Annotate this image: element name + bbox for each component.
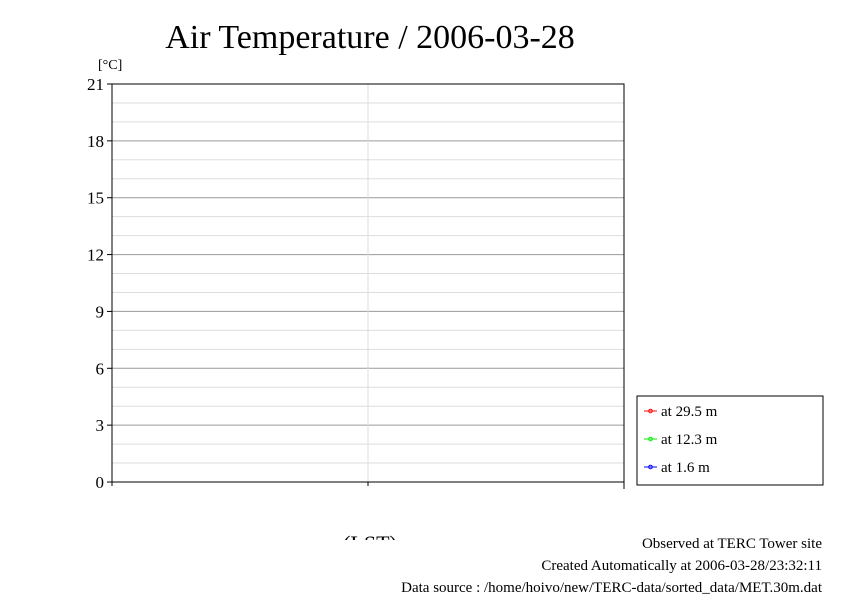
legend-box	[636, 395, 824, 486]
y-tick-label: 6	[96, 359, 105, 378]
legend-label: at 29.5 m	[661, 404, 718, 420]
y-tick-label: 18	[87, 132, 104, 151]
footer-source: Data source : /home/hoivo/new/TERC-data/…	[401, 580, 822, 596]
legend-marker	[648, 408, 653, 414]
chart: Air Temperature / 2006-03-28 [°C] 0 3 6 9 12…	[87, 19, 824, 540]
grid	[112, 84, 624, 482]
y-axis-label: [°C]	[98, 58, 122, 73]
y-tick-label: 12	[87, 246, 104, 265]
legend-label: at 12.3 m	[661, 432, 718, 448]
plot-frame	[111, 83, 625, 483]
y-tick-label: 0	[96, 473, 105, 492]
legend-label: at 1.6 m	[661, 460, 710, 476]
legend-marker	[648, 436, 653, 442]
y-axis: 0 3 6 9 12 15 18 21	[87, 75, 112, 492]
y-tick-label: 15	[87, 189, 104, 208]
footer-created: Created Automatically at 2006-03-28/23:3…	[541, 558, 822, 574]
x-axis-label: (LST)	[343, 531, 397, 540]
x-axis: 00:0000:0000:0000:0000:00Mar-23Mar-24Mar…	[111, 482, 625, 489]
legend: at 29.5 m at 12.3 m at 1.6 m	[636, 395, 824, 486]
y-tick-label: 9	[96, 302, 105, 321]
y-tick-label: 3	[96, 416, 105, 435]
y-tick-label: 21	[87, 75, 104, 94]
legend-marker	[648, 464, 653, 470]
chart-title: Air Temperature / 2006-03-28	[165, 19, 575, 56]
footer-observed: Observed at TERC Tower site	[641, 536, 822, 552]
